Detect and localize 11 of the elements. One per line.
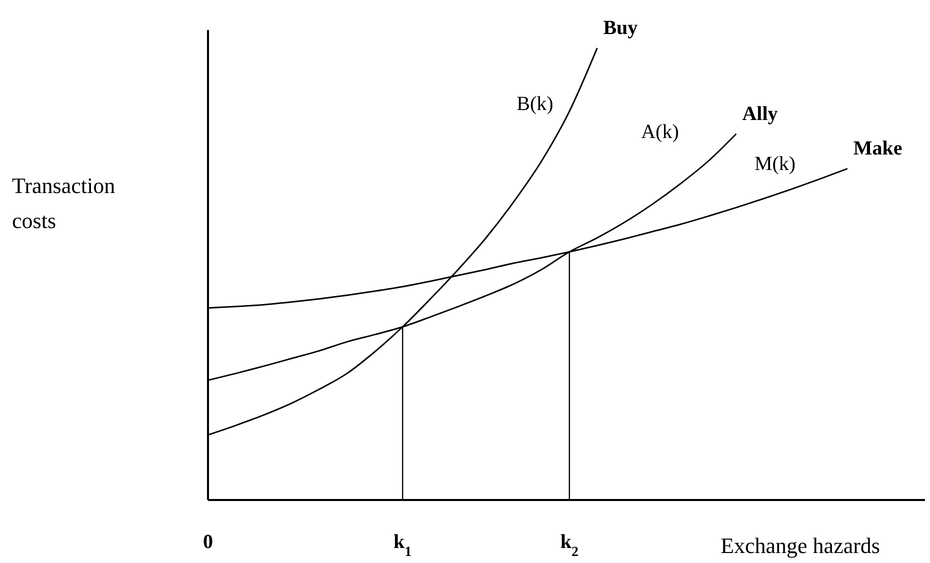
x-tick-label: k$_{1}$ xyxy=(394,531,412,560)
annotation: B(k) xyxy=(516,93,554,115)
y-axis-title: Transaction costs xyxy=(12,173,116,233)
series-label: Buy xyxy=(603,17,638,39)
x-tick-label: 0 xyxy=(203,531,213,553)
annotation: M(k) xyxy=(754,153,796,175)
x-axis-title: Exchange hazards xyxy=(720,533,880,558)
series-label: Make xyxy=(853,138,902,160)
series-label: Ally xyxy=(742,102,778,125)
annotation: A(k) xyxy=(641,121,679,143)
x-tick-label: k$_{2}$ xyxy=(560,531,578,560)
